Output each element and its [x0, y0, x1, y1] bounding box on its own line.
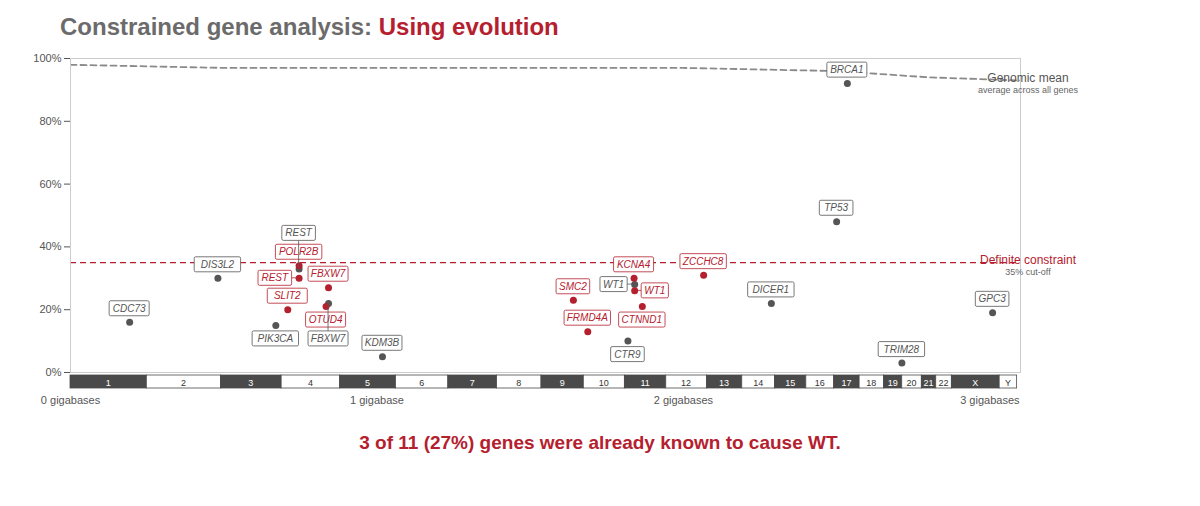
svg-text:CTR9: CTR9 — [614, 349, 641, 360]
svg-text:5: 5 — [365, 378, 370, 388]
svg-text:CTNND1: CTNND1 — [622, 314, 663, 325]
svg-text:BRCA1: BRCA1 — [830, 64, 863, 75]
svg-text:9: 9 — [560, 378, 565, 388]
svg-text:3 gigabases: 3 gigabases — [960, 394, 1020, 406]
svg-text:8: 8 — [516, 378, 521, 388]
svg-text:19: 19 — [888, 378, 898, 388]
svg-text:100%: 100% — [33, 52, 61, 64]
html-text:3 of 11 (27%) genes were alrea: 3 of 11 (27%) genes were already known t… — [359, 432, 841, 453]
svg-text:ZCCHC8: ZCCHC8 — [682, 256, 724, 267]
svg-text:4: 4 — [308, 378, 313, 388]
svg-text:17: 17 — [841, 378, 851, 388]
svg-text:DICER1: DICER1 — [753, 284, 790, 295]
svg-text:14: 14 — [753, 378, 763, 388]
svg-text:2 gigabases: 2 gigabases — [654, 394, 714, 406]
svg-text:6: 6 — [419, 378, 424, 388]
svg-text:average across all genes: average across all genes — [978, 85, 1079, 95]
svg-text:KCNA4: KCNA4 — [617, 259, 651, 270]
svg-text:11: 11 — [640, 378, 649, 388]
svg-text:80%: 80% — [39, 115, 61, 127]
svg-text:20%: 20% — [39, 303, 61, 315]
svg-text:0%: 0% — [46, 366, 62, 378]
svg-text:REST: REST — [285, 227, 313, 238]
svg-text:40%: 40% — [39, 240, 61, 252]
svg-text:1 gigabase: 1 gigabase — [350, 394, 404, 406]
svg-text:16: 16 — [815, 378, 825, 388]
svg-text:GPC3: GPC3 — [978, 293, 1006, 304]
svg-text:WT1: WT1 — [644, 285, 665, 296]
svg-text:TP53: TP53 — [824, 202, 848, 213]
svg-text:Y: Y — [1005, 378, 1011, 388]
svg-text:POLR2B: POLR2B — [278, 246, 319, 258]
svg-text:DIS3L2: DIS3L2 — [201, 259, 235, 270]
svg-text:X: X — [972, 378, 978, 388]
svg-text:22: 22 — [939, 378, 949, 388]
svg-text:SMC2: SMC2 — [559, 281, 587, 292]
svg-text:KDM3B: KDM3B — [365, 337, 400, 348]
svg-text:15: 15 — [785, 378, 795, 388]
svg-text:35% cut-off: 35% cut-off — [1005, 267, 1051, 277]
svg-text:REST: REST — [261, 272, 289, 283]
svg-text:10: 10 — [599, 378, 609, 388]
html-text:Constrained gene analysis: Usi: Constrained gene analysis: Using evoluti… — [60, 13, 559, 40]
svg-text:20: 20 — [907, 378, 917, 388]
svg-text:TRIM28: TRIM28 — [884, 344, 920, 355]
svg-text:1: 1 — [106, 378, 111, 388]
svg-text:WT1: WT1 — [603, 279, 624, 290]
svg-text:FBXW7: FBXW7 — [311, 268, 346, 279]
svg-text:60%: 60% — [39, 178, 61, 190]
svg-text:PIK3CA: PIK3CA — [258, 333, 294, 344]
svg-text:21: 21 — [924, 378, 934, 388]
svg-text:OTUD4: OTUD4 — [309, 314, 343, 325]
svg-text:3: 3 — [248, 378, 253, 388]
svg-text:12: 12 — [681, 378, 691, 388]
svg-text:7: 7 — [470, 378, 475, 388]
svg-text:SLIT2: SLIT2 — [274, 290, 301, 301]
svg-text:18: 18 — [866, 378, 876, 388]
svg-text:13: 13 — [719, 378, 729, 388]
svg-text:FBXW7: FBXW7 — [311, 333, 346, 344]
svg-text:Genomic mean: Genomic mean — [987, 71, 1068, 85]
svg-text:CDC73: CDC73 — [113, 303, 146, 314]
svg-text:2: 2 — [181, 378, 186, 388]
svg-text:Definite constraint: Definite constraint — [980, 253, 1077, 267]
svg-text:FRMD4A: FRMD4A — [567, 312, 608, 323]
svg-text:0 gigabases: 0 gigabases — [41, 394, 101, 406]
